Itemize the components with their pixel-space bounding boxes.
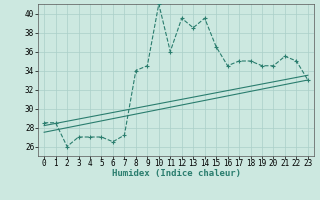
X-axis label: Humidex (Indice chaleur): Humidex (Indice chaleur) — [111, 169, 241, 178]
